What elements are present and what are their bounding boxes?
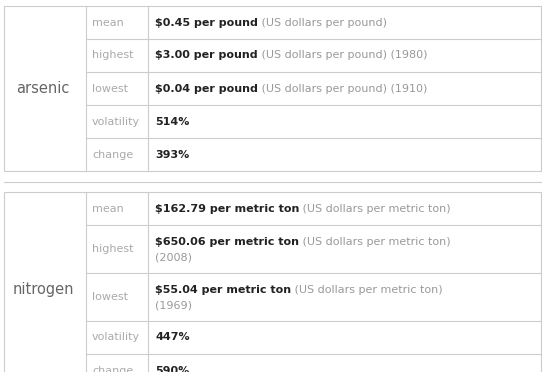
Text: lowest: lowest (92, 83, 128, 93)
Text: (US dollars per metric ton): (US dollars per metric ton) (299, 237, 450, 247)
Text: (US dollars per pound): (US dollars per pound) (258, 17, 387, 28)
Text: (US dollars per metric ton): (US dollars per metric ton) (291, 285, 443, 295)
Text: nitrogen: nitrogen (12, 282, 74, 297)
Text: $650.06 per metric ton: $650.06 per metric ton (155, 237, 299, 247)
Text: 590%: 590% (155, 366, 189, 372)
Text: highest: highest (92, 51, 134, 61)
Text: $0.45 per pound: $0.45 per pound (155, 17, 258, 28)
Text: 514%: 514% (155, 116, 189, 126)
Text: $162.79 per metric ton: $162.79 per metric ton (155, 203, 299, 214)
Text: (1969): (1969) (155, 301, 192, 311)
Text: change: change (92, 366, 133, 372)
Text: lowest: lowest (92, 292, 128, 302)
Text: mean: mean (92, 17, 124, 28)
Text: $3.00 per pound: $3.00 per pound (155, 51, 258, 61)
Text: arsenic: arsenic (16, 81, 70, 96)
Text: volatility: volatility (92, 333, 140, 343)
Text: (2008): (2008) (155, 253, 192, 263)
Text: $55.04 per metric ton: $55.04 per metric ton (155, 285, 291, 295)
Text: $0.04 per pound: $0.04 per pound (155, 83, 258, 93)
Text: (US dollars per pound) (1980): (US dollars per pound) (1980) (258, 51, 427, 61)
Text: 447%: 447% (155, 333, 189, 343)
Text: (US dollars per metric ton): (US dollars per metric ton) (299, 203, 451, 214)
Text: highest: highest (92, 244, 134, 254)
Text: change: change (92, 150, 133, 160)
Text: 393%: 393% (155, 150, 189, 160)
Text: mean: mean (92, 203, 124, 214)
Text: (US dollars per pound) (1910): (US dollars per pound) (1910) (258, 83, 428, 93)
Text: volatility: volatility (92, 116, 140, 126)
